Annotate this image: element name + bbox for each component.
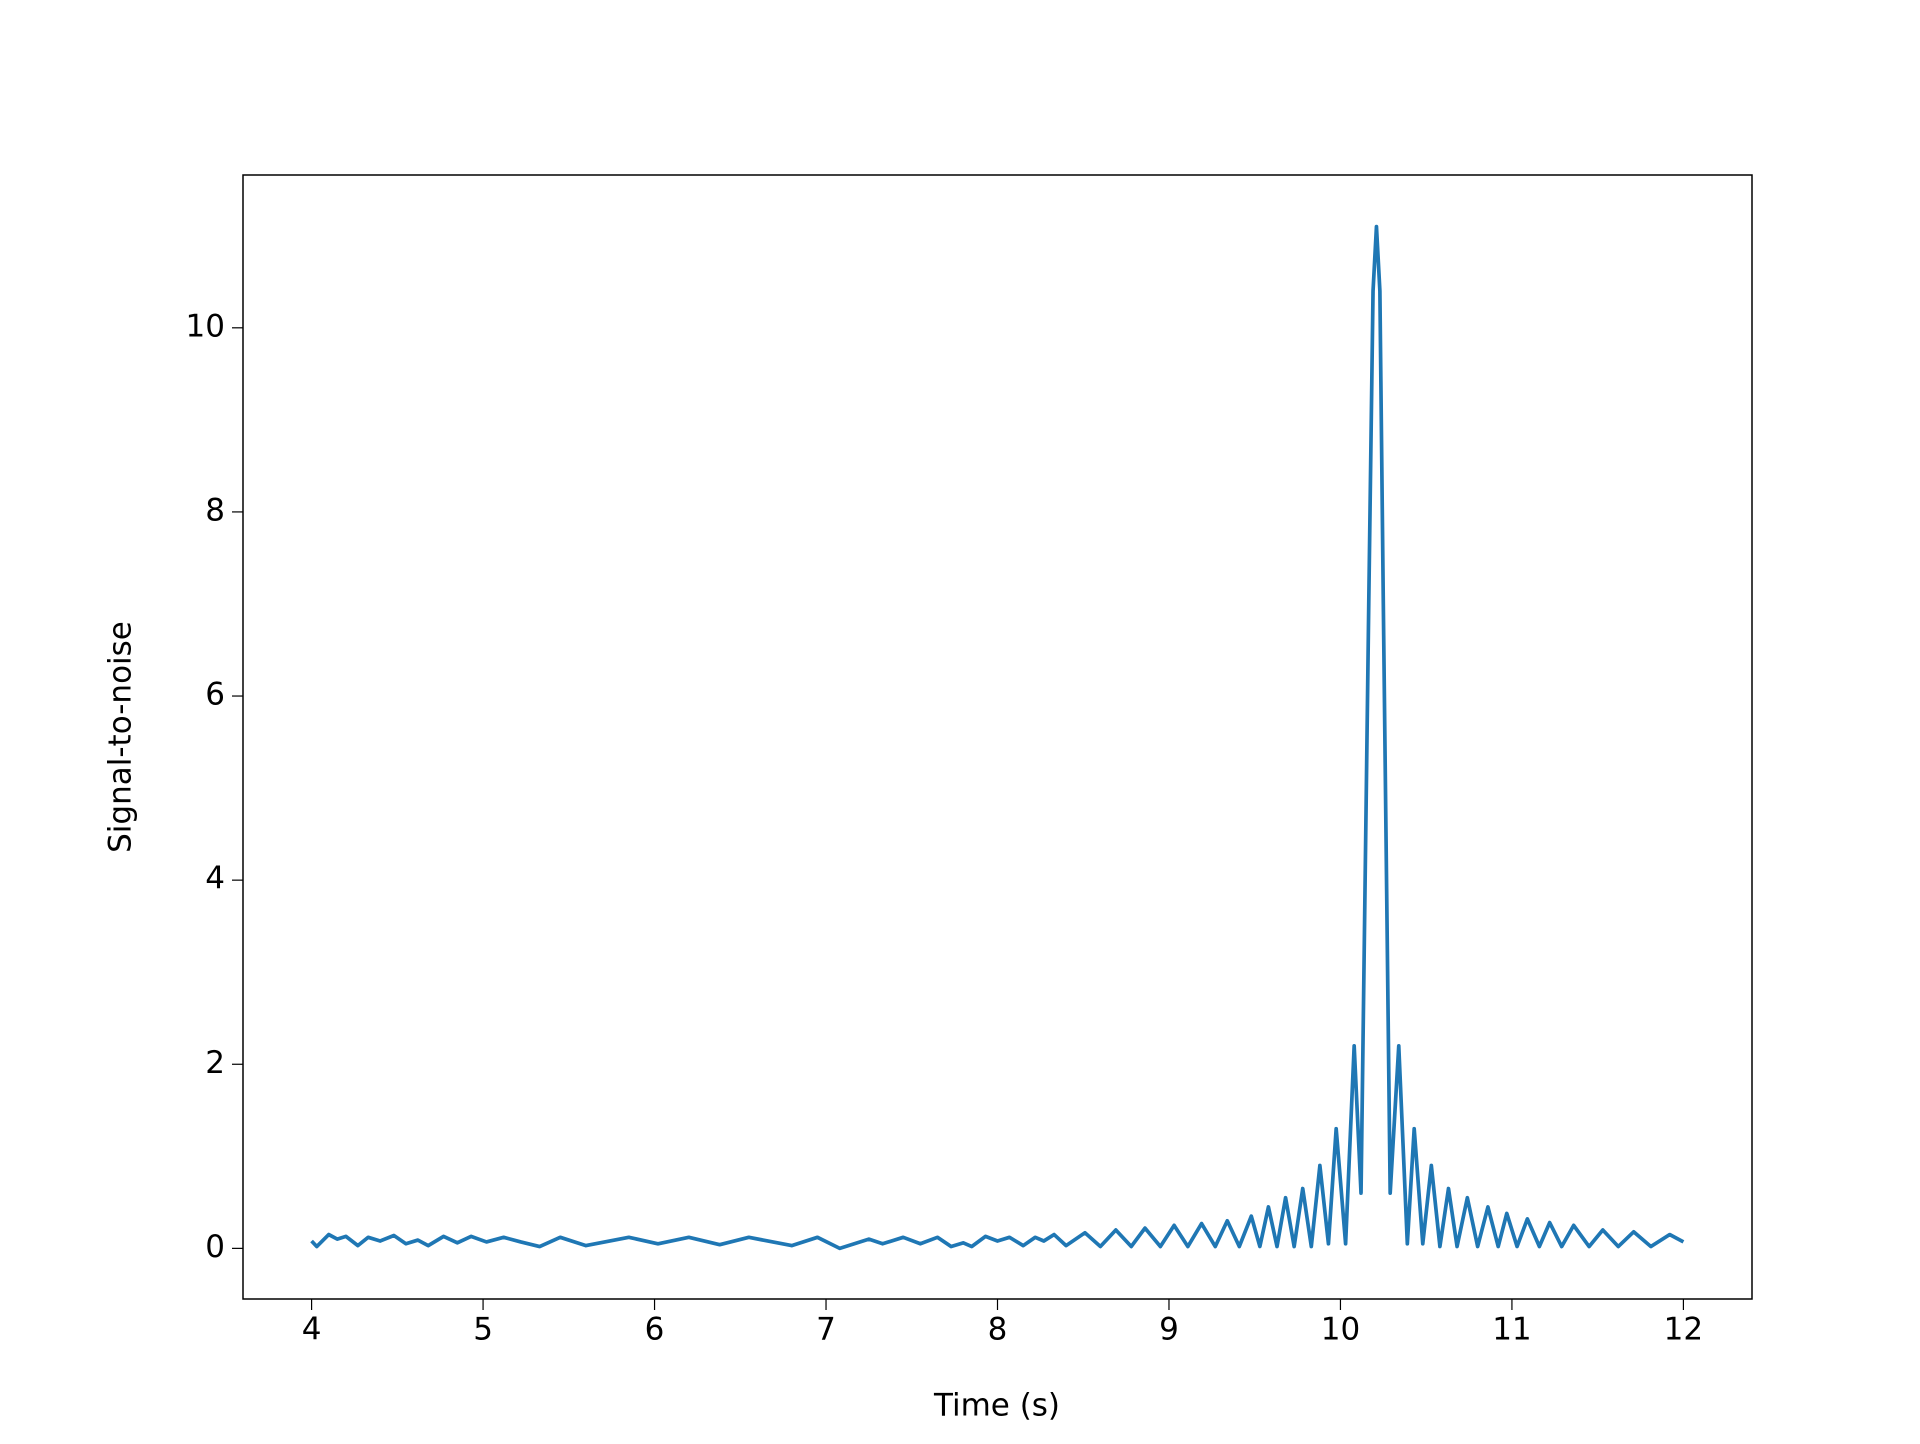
x-tick-label: 6 [645, 1312, 665, 1348]
y-tick-label: 8 [205, 492, 225, 528]
y-tick-label: 6 [205, 677, 225, 713]
y-tick-label: 2 [205, 1045, 225, 1081]
x-tick-label: 11 [1492, 1312, 1531, 1348]
x-tick-label: 5 [473, 1312, 493, 1348]
y-tick-label: 0 [205, 1229, 225, 1265]
plot-frame [242, 174, 1753, 1300]
x-tick-label: 4 [302, 1312, 322, 1348]
x-tick-label: 12 [1664, 1312, 1703, 1348]
x-tick-label: 7 [816, 1312, 836, 1348]
signal-line [310, 224, 1685, 1251]
x-tick-label: 8 [988, 1312, 1008, 1348]
y-axis-label: Signal-to-noise [103, 621, 139, 853]
x-tick-label: 9 [1159, 1312, 1179, 1348]
y-tick-label: 4 [205, 861, 225, 897]
x-axis-label: Time (s) [933, 1388, 1060, 1424]
y-tick-label: 10 [186, 308, 225, 344]
x-tick-label: 10 [1321, 1312, 1360, 1348]
